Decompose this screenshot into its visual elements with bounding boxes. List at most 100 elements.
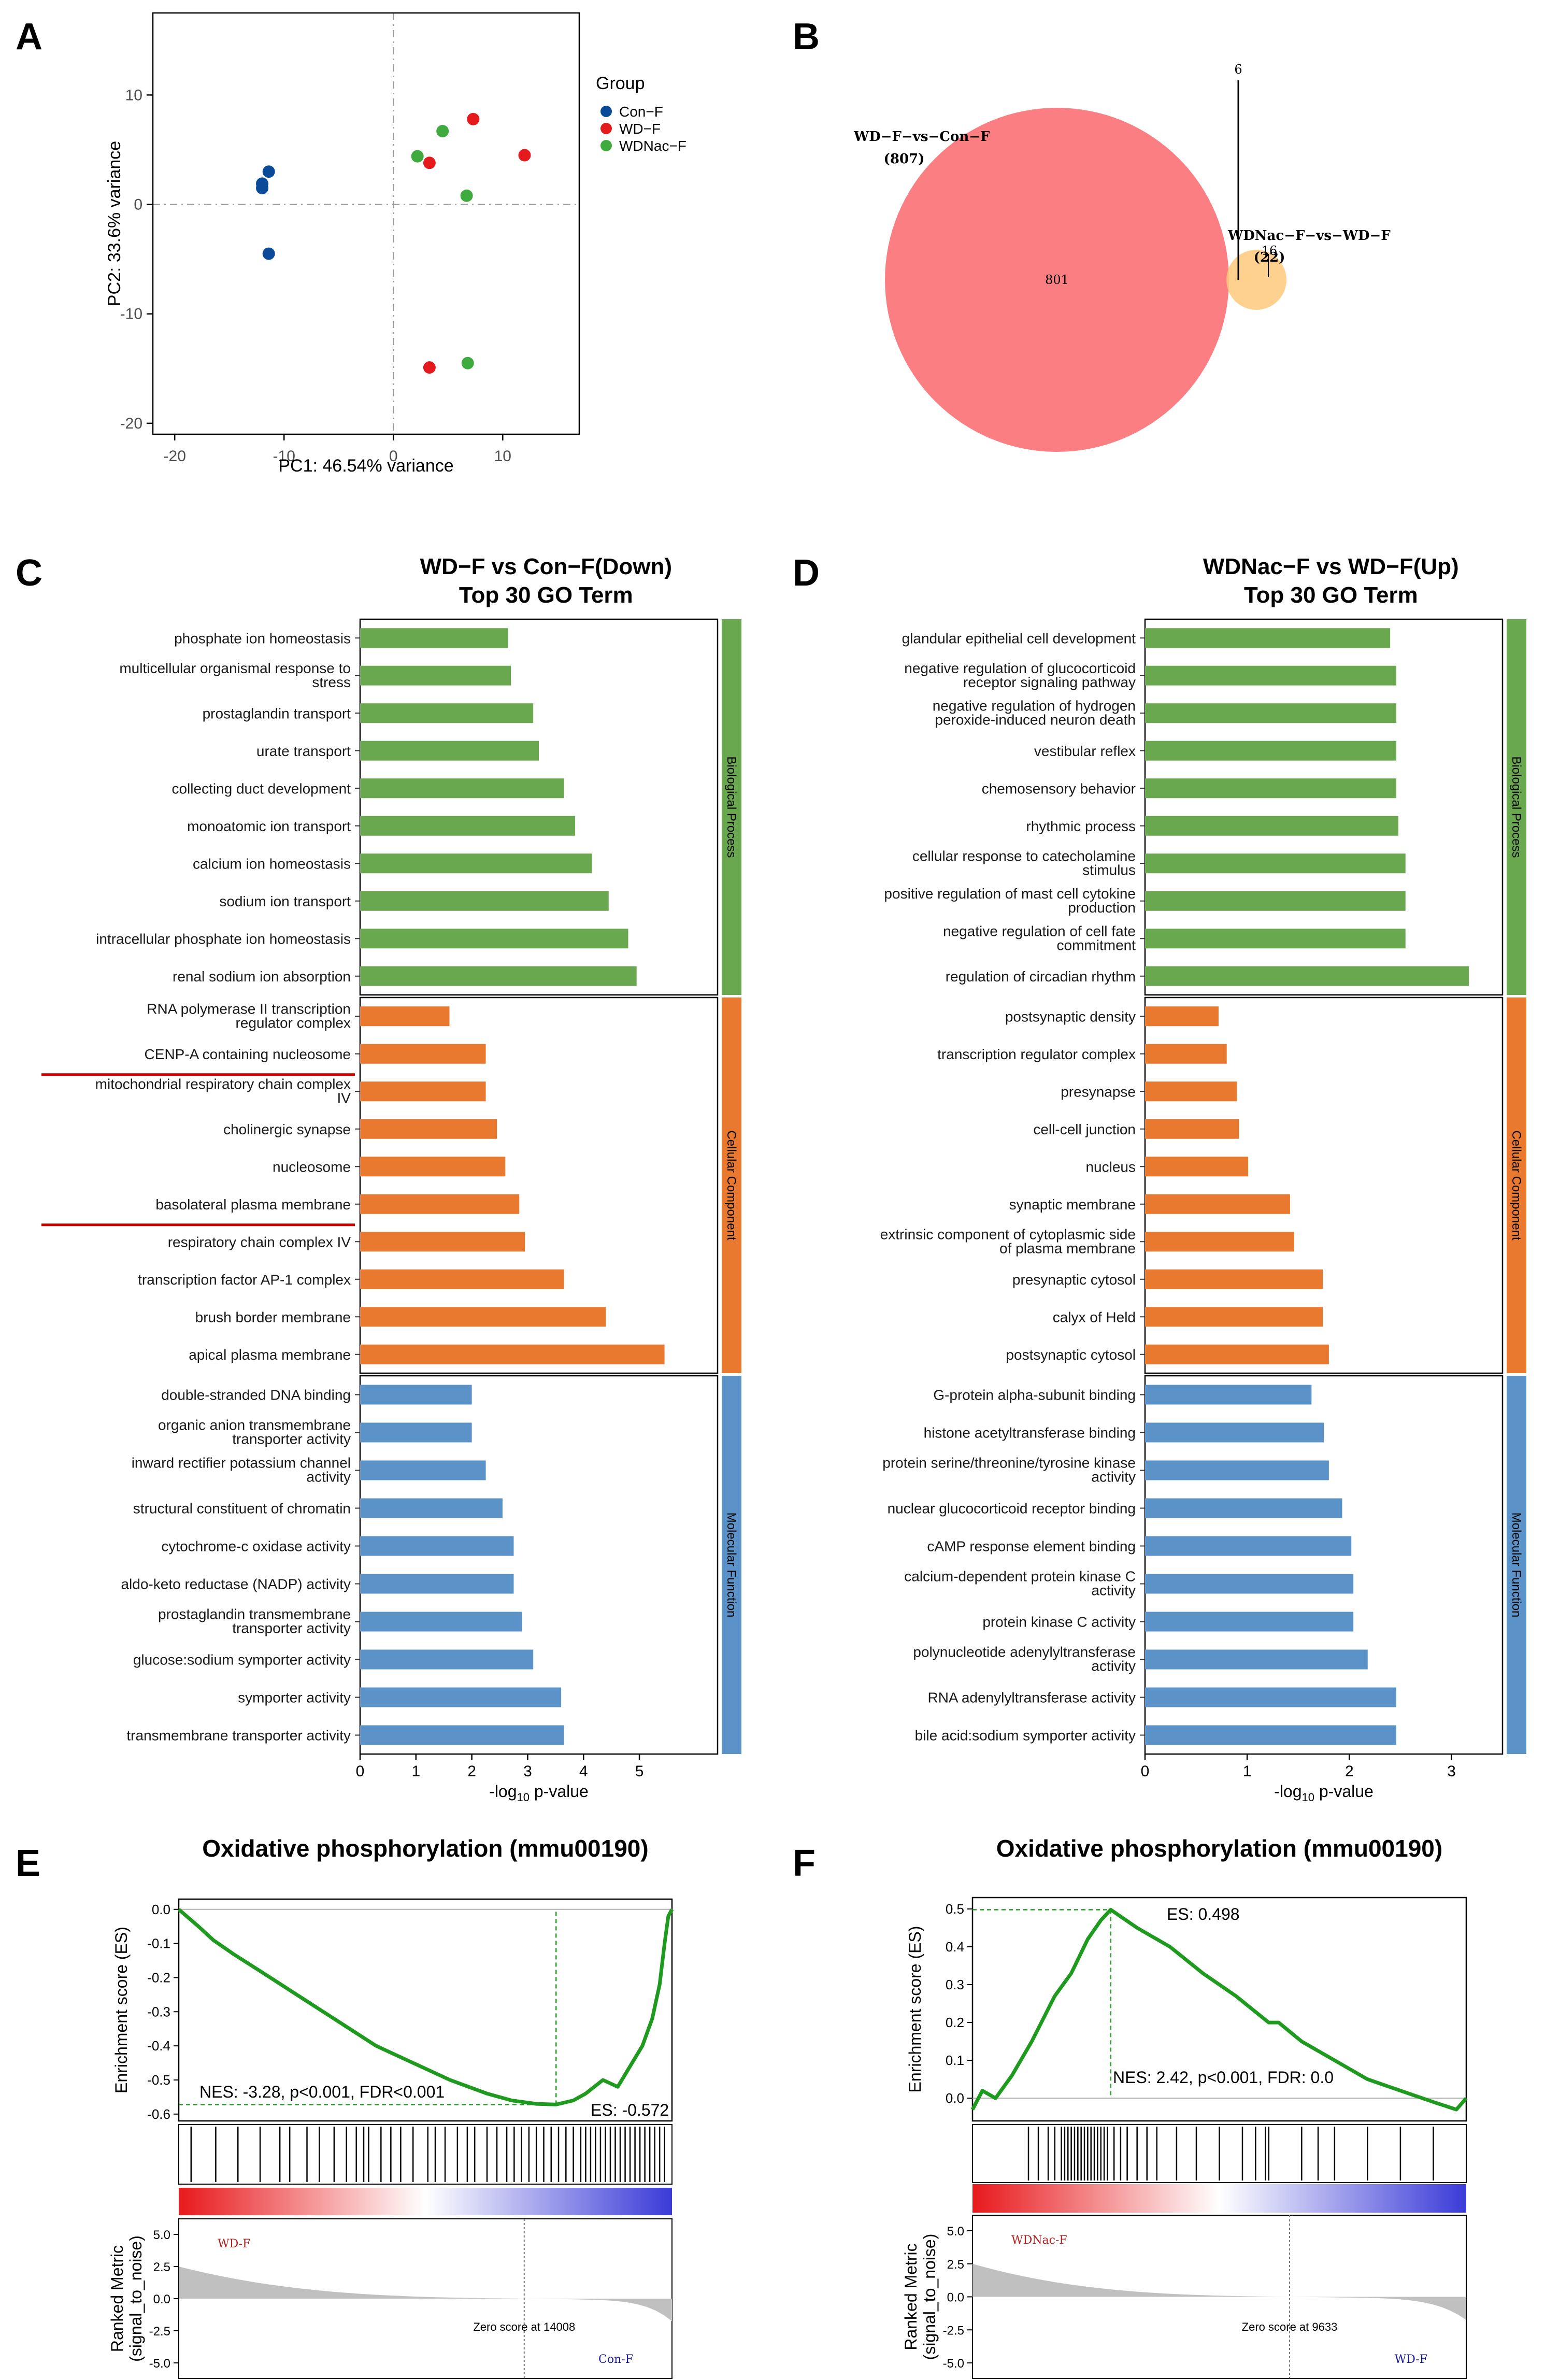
panel-letter: A — [16, 16, 42, 58]
bar — [360, 1385, 472, 1405]
y-tick-label: 0.4 — [946, 1939, 964, 1955]
x-tick-label: 5 — [635, 1763, 644, 1780]
nes-stats-label: NES: 2.42, p<0.001, FDR: 0.0 — [1113, 2068, 1334, 2087]
term-label: synaptic membrane — [1009, 1196, 1136, 1213]
venn-set-total: (807) — [884, 151, 925, 167]
term-label: organic anion transmembrane — [158, 1417, 351, 1433]
pca-chart: -20 -10 0 10 -20 -10 0 10 PC1: 46.54% variance PC… — [105, 12, 686, 476]
y-axis-label: Enrichment score (ES) — [906, 1926, 924, 2093]
bar — [1145, 853, 1406, 874]
term-label: transmembrane transporter activity — [126, 1728, 351, 1744]
y-tick-label: 0.0 — [152, 1902, 170, 1917]
bar — [1145, 966, 1469, 986]
venn-set-total: (22) — [1254, 250, 1285, 265]
y-tick-label: -10 — [120, 306, 142, 323]
y-tick-label: 0 — [134, 196, 142, 213]
group-strip — [1507, 619, 1526, 995]
chart-title: WD−F vs Con−F(Down) — [420, 554, 672, 579]
rank-color-band — [972, 2184, 1466, 2213]
term-label: phosphate ion homeostasis — [174, 630, 351, 646]
bar — [1145, 703, 1396, 723]
bar — [1145, 1687, 1396, 1707]
bar — [360, 1044, 486, 1064]
group-strip — [1507, 997, 1526, 1373]
bar — [1145, 1422, 1324, 1443]
bar — [360, 1649, 534, 1670]
bar — [1145, 929, 1406, 949]
term-label: nuclear glucocorticoid receptor binding — [888, 1501, 1136, 1517]
bar — [360, 891, 609, 911]
bar — [1145, 1269, 1323, 1289]
venn-set-label: WD−F−vs−Con−F — [853, 129, 990, 145]
term-label: polynucleotide adenylyltransferase — [913, 1644, 1136, 1660]
y-axis-label: PC2: 33.6% variance — [105, 141, 124, 306]
legend-label: WDNac−F — [619, 138, 686, 154]
term-label: prostaglandin transmembrane — [158, 1606, 351, 1622]
venn-count-label: 16 — [1262, 244, 1278, 258]
term-label: negative regulation of hydrogen — [933, 697, 1136, 714]
group-frame — [1144, 1375, 1504, 1755]
chart-title: Top 30 GO Term — [459, 582, 633, 608]
term-label: collecting duct development — [171, 780, 351, 796]
data-point — [460, 189, 473, 202]
bar — [360, 966, 637, 986]
chart-title: WDNac−F vs WD−F(Up) — [1203, 554, 1459, 579]
bar — [360, 778, 564, 799]
term-label: stimulus — [1082, 862, 1136, 878]
y-tick-label: -20 — [120, 415, 142, 432]
group-frame — [359, 618, 719, 996]
rank-tick-label: 5.0 — [947, 2225, 964, 2239]
term-label: cellular response to catecholamine — [912, 848, 1136, 864]
term-label: basolateral plasma membrane — [155, 1196, 351, 1213]
venn-count-label: 801 — [1045, 273, 1069, 287]
x-tick-label: -20 — [164, 448, 186, 465]
bar — [1145, 1081, 1237, 1102]
group-frame — [1144, 996, 1504, 1374]
y-tick-label: -0.1 — [147, 1936, 170, 1951]
term-label: nucleosome — [273, 1159, 351, 1175]
term-label: production — [1068, 900, 1136, 916]
bar — [360, 1081, 486, 1102]
term-label: extrinsic component of cytoplasmic side — [880, 1226, 1136, 1242]
term-label: regulation of circadian rhythm — [946, 968, 1136, 985]
group-label: Biological Process — [1509, 756, 1523, 858]
venn-set-label: WDNac−F−vs−WD−F — [1227, 228, 1391, 244]
term-label: histone acetyltransferase binding — [924, 1425, 1136, 1441]
panel-letter: E — [16, 1843, 40, 1884]
rank-y-axis-label-line: (signal_to_noise) — [126, 2235, 145, 2362]
rank-tick-label: 0.0 — [947, 2291, 964, 2305]
term-label: activity — [1091, 1583, 1136, 1599]
term-label: protein kinase C activity — [982, 1614, 1136, 1630]
bar — [1145, 628, 1391, 648]
term-label: cholinergic synapse — [223, 1121, 351, 1137]
term-label: presynapse — [1061, 1084, 1136, 1100]
y-tick-label: -0.5 — [147, 2072, 170, 2088]
term-label: CENP-A containing nucleosome — [145, 1046, 351, 1062]
bar — [1145, 1232, 1294, 1252]
x-tick-label: 4 — [579, 1763, 588, 1780]
positive-phenotype-label: WDNac-F — [1011, 2234, 1067, 2247]
data-point — [262, 165, 275, 178]
term-label: brush border membrane — [195, 1309, 351, 1325]
term-label: activity — [306, 1469, 351, 1485]
term-label: sodium ion transport — [219, 893, 351, 909]
term-label: urate transport — [256, 743, 351, 759]
term-label: monoatomic ion transport — [187, 818, 351, 834]
group-label: Cellular Component — [724, 1130, 738, 1240]
x-tick-label: 0 — [1141, 1763, 1150, 1780]
y-tick-label: -0.2 — [147, 1970, 170, 1985]
term-label: double-stranded DNA binding — [161, 1387, 351, 1403]
term-label: peroxide-induced neuron death — [935, 711, 1136, 728]
bar — [1145, 1498, 1342, 1518]
legend-key — [600, 106, 612, 117]
es-frame — [971, 1897, 1467, 2122]
x-tick-label: -10 — [273, 448, 295, 465]
term-label: calcium ion homeostasis — [193, 856, 351, 872]
term-label: inward rectifier potassium channel — [132, 1455, 351, 1471]
term-label: postsynaptic density — [1005, 1008, 1136, 1024]
venn-set-circle — [885, 108, 1229, 452]
y-axis-label: Enrichment score (ES) — [112, 1927, 131, 2093]
term-label: postsynaptic cytosol — [1006, 1347, 1136, 1363]
term-label: renal sodium ion absorption — [173, 968, 351, 985]
data-point — [262, 247, 275, 260]
